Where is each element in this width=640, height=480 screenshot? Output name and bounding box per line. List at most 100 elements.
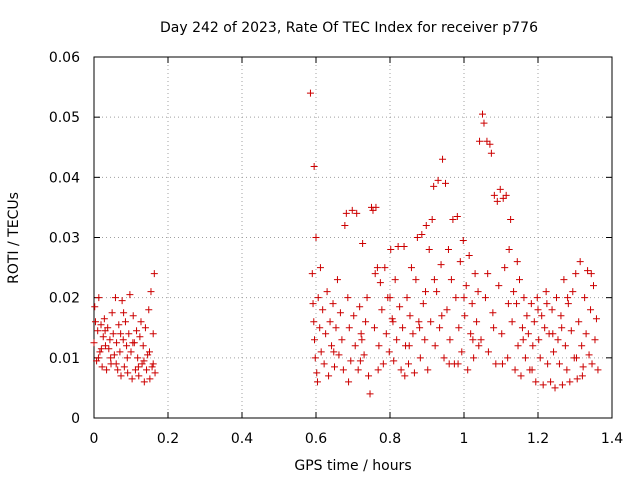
data-point — [138, 360, 146, 368]
data-point — [94, 327, 102, 335]
data-point — [388, 315, 396, 323]
data-point — [309, 300, 317, 308]
data-point — [447, 276, 455, 284]
data-point — [333, 276, 341, 284]
data-point — [416, 354, 424, 362]
data-point — [517, 372, 525, 380]
data-point — [433, 288, 441, 296]
data-point — [563, 366, 571, 374]
data-point — [123, 342, 131, 350]
data-point — [128, 375, 136, 383]
data-point — [351, 342, 359, 350]
data-point — [465, 252, 473, 260]
data-point — [480, 119, 488, 127]
data-point — [394, 243, 402, 251]
data-point — [91, 303, 99, 311]
data-point — [370, 324, 378, 332]
data-point — [490, 191, 498, 199]
data-point — [117, 330, 125, 338]
data-point — [306, 89, 314, 97]
data-point — [109, 330, 117, 338]
data-point — [588, 360, 596, 368]
data-point — [338, 336, 346, 344]
data-point — [578, 372, 586, 380]
y-tick-label: 0.06 — [49, 50, 80, 66]
data-point — [329, 300, 337, 308]
data-point — [118, 297, 126, 305]
data-point — [345, 378, 353, 386]
data-point — [443, 306, 451, 314]
data-point — [558, 381, 566, 389]
data-point — [430, 182, 438, 190]
data-point — [553, 294, 560, 302]
data-point — [516, 276, 523, 284]
data-point — [576, 258, 584, 266]
data-point — [558, 324, 566, 332]
data-point — [530, 318, 538, 326]
data-point — [322, 330, 330, 338]
data-point — [313, 369, 321, 377]
data-point — [412, 276, 420, 284]
data-point — [567, 327, 575, 335]
data-point — [393, 336, 401, 344]
data-point — [495, 282, 503, 290]
data-point — [382, 330, 390, 338]
data-point — [547, 378, 555, 386]
data-point — [356, 357, 364, 365]
data-point — [146, 375, 154, 383]
data-point — [151, 369, 159, 377]
data-point — [90, 339, 98, 347]
data-point — [375, 342, 383, 350]
data-point — [504, 354, 512, 362]
data-point — [120, 363, 128, 371]
data-point — [314, 294, 322, 302]
data-point — [135, 372, 143, 380]
data-point — [396, 303, 404, 311]
data-point — [125, 330, 133, 338]
data-point — [359, 240, 367, 248]
data-point — [587, 270, 595, 278]
data-point — [95, 294, 103, 302]
y-tick-label: 0.04 — [49, 170, 80, 186]
data-point — [129, 312, 137, 320]
data-point — [386, 294, 394, 302]
data-point — [319, 306, 327, 314]
data-point — [391, 276, 399, 284]
data-point — [313, 378, 321, 386]
data-point — [579, 363, 587, 371]
data-point — [471, 270, 479, 278]
y-tick-label: 0.01 — [49, 351, 80, 367]
data-point — [97, 321, 105, 329]
data-point — [147, 288, 155, 296]
data-point — [399, 324, 407, 332]
data-point — [520, 294, 528, 302]
x-tick-label: 0.2 — [157, 431, 179, 447]
data-point — [371, 270, 379, 278]
data-point — [428, 215, 436, 223]
data-point — [422, 288, 430, 296]
data-point — [564, 294, 572, 302]
chart-title: Day 242 of 2023, Rate Of TEC Index for r… — [160, 20, 538, 36]
data-point — [591, 336, 599, 344]
data-point — [459, 237, 467, 245]
x-tick-label: 0 — [90, 431, 99, 447]
data-point — [430, 276, 438, 284]
data-point — [555, 360, 563, 368]
data-point — [493, 197, 501, 205]
data-point — [97, 345, 105, 353]
data-point — [397, 366, 405, 374]
data-point — [594, 366, 602, 374]
data-point — [134, 363, 142, 371]
data-point — [518, 324, 526, 332]
data-point — [455, 324, 463, 332]
data-point — [505, 246, 513, 254]
data-point — [108, 309, 116, 317]
data-point — [91, 318, 99, 326]
x-tick-label: 1 — [460, 431, 469, 447]
data-point — [137, 318, 145, 326]
data-point — [106, 336, 114, 344]
data-point — [326, 318, 334, 326]
y-axis-label: ROTI / TECUs — [6, 192, 22, 284]
data-point — [528, 366, 536, 374]
data-point — [440, 354, 448, 362]
